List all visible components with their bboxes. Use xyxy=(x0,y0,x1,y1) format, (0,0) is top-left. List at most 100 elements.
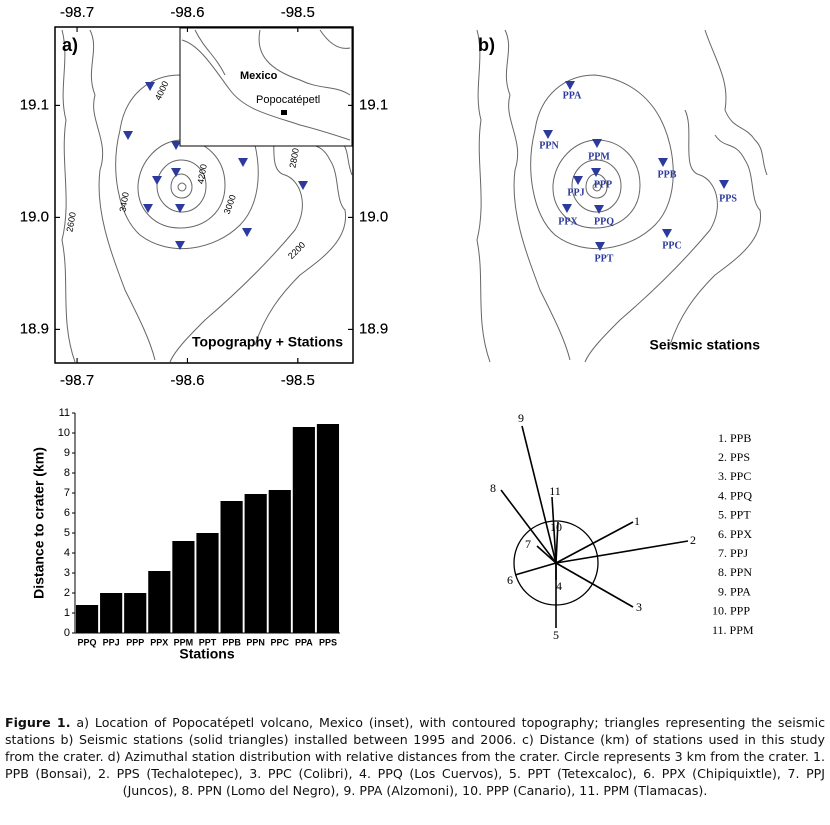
y-tick-label: 4 xyxy=(64,547,70,559)
y-tick-label: 10 xyxy=(58,427,70,439)
station xyxy=(145,82,155,91)
y-tick-label: 19.1 xyxy=(20,96,49,113)
inset-label: Popocatépetl xyxy=(256,94,320,106)
contour-label: 4000 xyxy=(153,79,171,101)
x-tick-label: PPC xyxy=(271,637,290,647)
y-tick-label: 2 xyxy=(64,587,70,599)
caption-label: Figure 1. xyxy=(5,715,71,730)
y-tick-label: 19.0 xyxy=(20,208,49,225)
x-tick-label: PPJ xyxy=(103,637,120,647)
x-tick-label: -98.5 xyxy=(281,4,315,21)
x-tick-label: PPX xyxy=(150,637,168,647)
station xyxy=(171,168,181,177)
bar xyxy=(172,541,195,633)
station xyxy=(565,81,575,90)
bar xyxy=(316,424,340,633)
figure: Mexico Popocatépetl a) Topography + Stat… xyxy=(20,4,768,662)
y-tick-label: 19.0 xyxy=(359,208,388,225)
bar xyxy=(268,490,291,633)
station-label: PPS xyxy=(719,193,737,204)
station xyxy=(242,228,252,237)
x-tick-label: -98.6 xyxy=(170,4,204,21)
panel-title: Topography + Stations xyxy=(192,334,343,350)
x-tick-label: PPT xyxy=(199,637,217,647)
station xyxy=(175,241,185,250)
x-tick-label: PPB xyxy=(222,637,241,647)
x-tick-label: PPM xyxy=(174,637,194,647)
y-tick-label: 18.9 xyxy=(20,320,49,337)
contour-label: 4200 xyxy=(195,163,208,184)
direction-label: 8 xyxy=(490,481,496,495)
x-tick-label: -98.6 xyxy=(170,372,204,389)
x-tick-label: PPN xyxy=(246,637,265,647)
bar xyxy=(292,427,315,633)
y-tick-label: 7 xyxy=(64,487,70,499)
contour-label: 2200 xyxy=(286,240,307,261)
station xyxy=(594,205,604,214)
x-axis-label: Stations xyxy=(179,646,234,662)
y-tick-label: 18.9 xyxy=(359,320,388,337)
station xyxy=(562,204,572,213)
y-tick-label: 19.0 xyxy=(20,208,49,225)
direction-label: 6 xyxy=(507,573,513,587)
x-tick-label: PPP xyxy=(126,637,144,647)
azimuth-diagram: 1 2 3 4 5 6 7 8 9 10 11 1. PPB 2. PPS 3. PPC 4. PPQ 5. … xyxy=(490,411,754,642)
station xyxy=(595,242,605,251)
station-label: PPQ xyxy=(594,216,614,227)
station xyxy=(658,158,668,167)
x-tick-label: -98.7 xyxy=(60,372,94,389)
caption: Figure 1. a) Location of Popocatépetl vo… xyxy=(5,714,825,799)
y-tick-label: 19.1 xyxy=(359,96,388,113)
station xyxy=(573,176,583,185)
direction-label: 10 xyxy=(550,520,562,534)
station-direction xyxy=(555,540,689,564)
legend-entry: 1. PPB xyxy=(718,431,751,445)
y-axis-label: Distance to crater (km) xyxy=(31,447,47,599)
legend-entry: 9. PPA xyxy=(718,584,751,598)
inset-label: Mexico xyxy=(240,70,278,82)
station xyxy=(591,168,601,177)
station-label: PPN xyxy=(539,140,559,151)
x-tick-label: -98.5 xyxy=(281,372,315,389)
station-label: PPA xyxy=(563,90,582,101)
station xyxy=(592,139,602,148)
y-tick-label: 18.9 xyxy=(359,320,388,337)
station-direction xyxy=(551,496,557,564)
station-label: PPX xyxy=(558,216,578,227)
x-tick-label: PPS xyxy=(319,637,337,647)
legend-entry: 7. PPJ xyxy=(718,546,748,560)
contour-label: 2800 xyxy=(287,147,300,168)
inset-coastline xyxy=(181,29,351,141)
legend-entry: 3. PPC xyxy=(718,469,751,483)
station xyxy=(543,130,553,139)
map-border xyxy=(54,26,354,364)
station-label: PPC xyxy=(662,240,681,251)
bar-chart: Distance to crater (km) Stations 0 1 2 3 4 5 6… xyxy=(31,407,340,662)
legend-entry: 4. PPQ xyxy=(718,488,752,502)
volcano-marker xyxy=(281,110,287,115)
legend-entry: 6. PPX xyxy=(718,527,752,541)
direction-label: 7 xyxy=(525,537,531,551)
map-frame: -98.7 -98.7 -98.6 -98.6 -98.5 -98.5 18.9 18.9 19… xyxy=(20,4,738,389)
legend-entry: 2. PPS xyxy=(718,450,750,464)
station-direction xyxy=(555,521,634,564)
legend-entry: 10. PPP xyxy=(712,604,750,618)
panel-label: a) xyxy=(62,35,78,55)
y-tick-label: 11 xyxy=(59,407,70,419)
bar xyxy=(244,494,267,633)
y-tick-label: 19.1 xyxy=(20,96,49,113)
direction-label: 9 xyxy=(518,411,524,425)
station-label: PPT xyxy=(595,253,614,264)
bar xyxy=(148,571,171,633)
station-direction xyxy=(536,545,557,564)
x-tick-label: -98.5 xyxy=(281,4,315,21)
x-tick-label: -98.6 xyxy=(170,372,204,389)
y-tick-label: 3 xyxy=(64,567,70,579)
station-label: PPB xyxy=(658,169,677,180)
station xyxy=(143,204,153,213)
contour-label: 2600 xyxy=(64,211,77,232)
bar xyxy=(100,593,123,633)
direction-label: 4 xyxy=(556,579,562,593)
legend-entry: 8. PPN xyxy=(718,565,752,579)
